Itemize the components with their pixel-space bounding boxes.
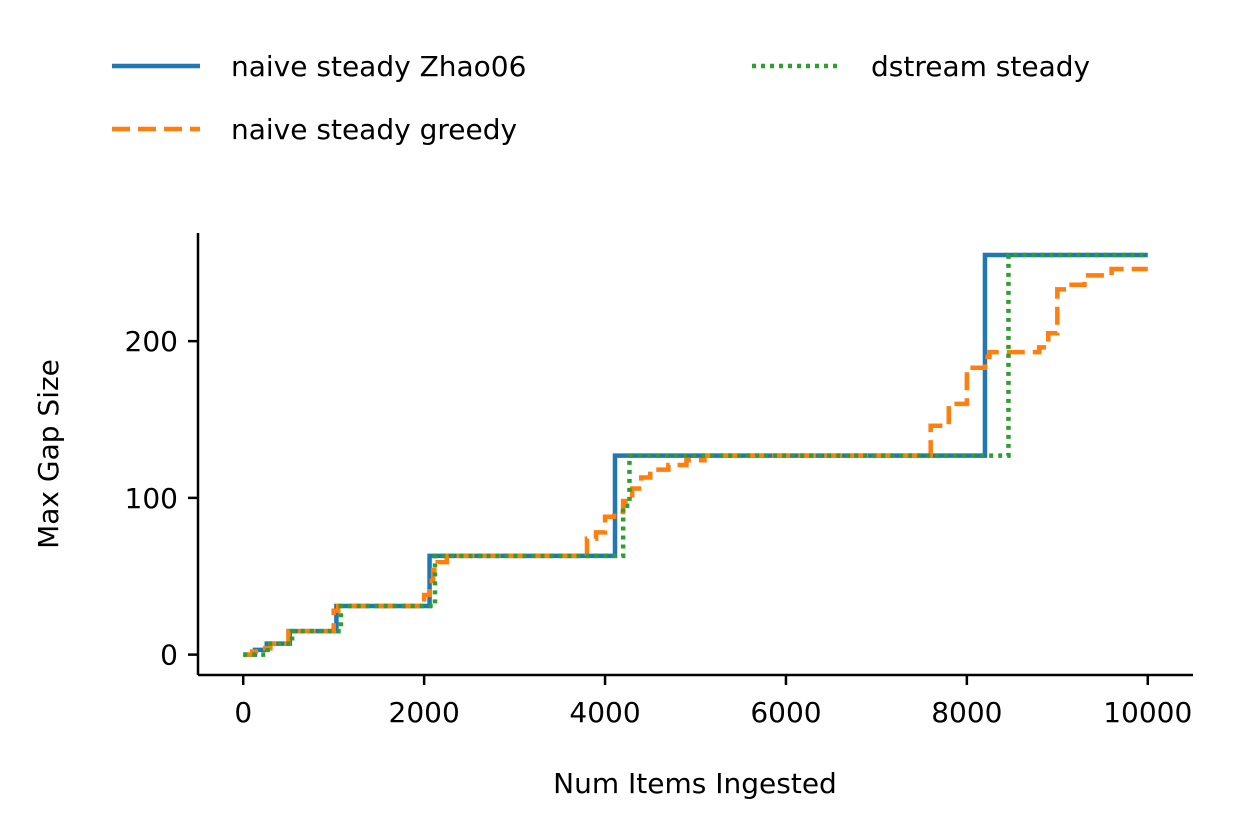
x-tick-label: 10000 (1103, 696, 1192, 729)
y-tick-label: 200 (125, 325, 178, 358)
legend: naive steady Zhao06 naive steady greedy ds… (112, 50, 1090, 146)
series-line-3 (243, 252, 1148, 657)
legend-label-3: dstream steady (871, 50, 1090, 83)
plot-area (243, 252, 1148, 657)
y-axis-label: Max Gap Size (32, 359, 65, 549)
axes: 0 2000 4000 6000 8000 10000 0 100 200 (125, 233, 1193, 729)
x-tick-label: 6000 (750, 696, 821, 729)
x-tick-label: 0 (234, 696, 252, 729)
legend-label-2: naive steady greedy (231, 113, 517, 146)
x-tick-label: 4000 (569, 696, 640, 729)
y-tick-label: 0 (160, 639, 178, 672)
legend-label-1: naive steady Zhao06 (231, 50, 526, 83)
x-tick-label: 2000 (389, 696, 460, 729)
x-axis-label: Num Items Ingested (553, 767, 837, 800)
series-line-2 (243, 266, 1148, 657)
x-tick-label: 8000 (931, 696, 1002, 729)
y-tick-label: 100 (125, 482, 178, 515)
